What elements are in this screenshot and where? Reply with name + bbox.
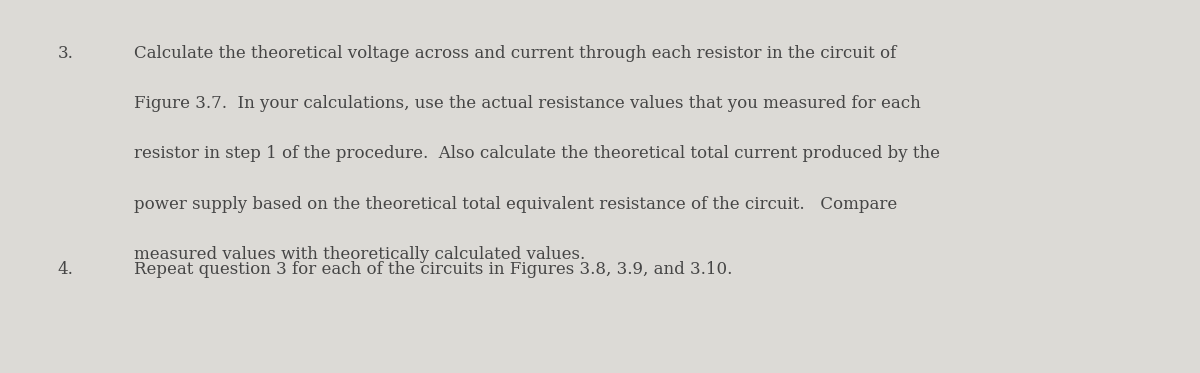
Text: resistor in step 1 of the procedure.  Also calculate the theoretical total curre: resistor in step 1 of the procedure. Als… [134,145,941,163]
Text: Figure 3.7.  In your calculations, use the actual resistance values that you mea: Figure 3.7. In your calculations, use th… [134,95,922,112]
Text: Repeat question 3 for each of the circuits in Figures 3.8, 3.9, and 3.10.: Repeat question 3 for each of the circui… [134,261,733,278]
Text: Calculate the theoretical voltage across and current through each resistor in th: Calculate the theoretical voltage across… [134,45,896,62]
Text: 4.: 4. [58,261,73,278]
Text: 3.: 3. [58,45,73,62]
Text: power supply based on the theoretical total equivalent resistance of the circuit: power supply based on the theoretical to… [134,196,898,213]
Text: measured values with theoretically calculated values.: measured values with theoretically calcu… [134,246,586,263]
